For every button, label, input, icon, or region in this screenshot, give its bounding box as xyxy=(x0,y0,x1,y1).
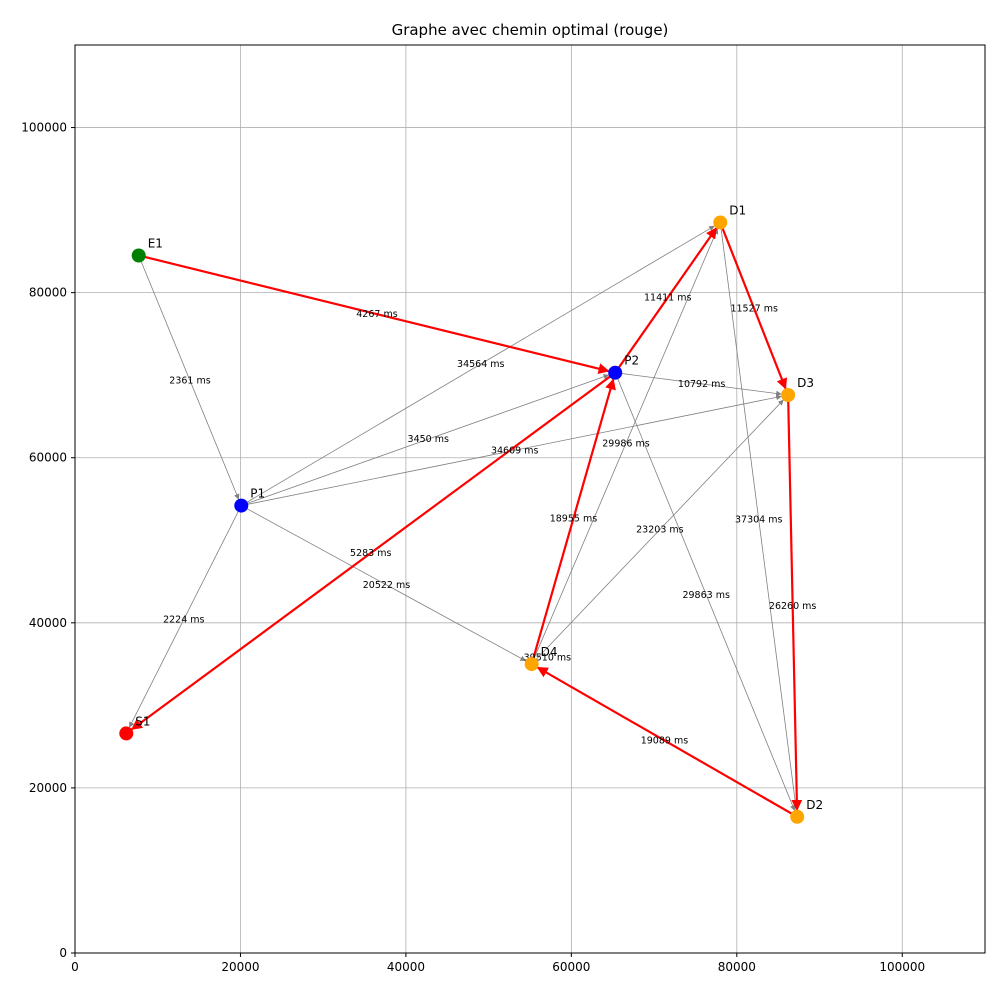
node-label-e1: E1 xyxy=(148,236,163,250)
grid xyxy=(74,45,985,954)
path-edge-label: 4267 ms xyxy=(356,309,397,320)
y-tick-label: 100000 xyxy=(21,121,67,135)
edge-label: 39510 ms xyxy=(524,652,571,663)
y-tick-label: 20000 xyxy=(29,781,67,795)
node-d1 xyxy=(713,215,728,230)
edge xyxy=(241,374,610,506)
y-tick-label: 60000 xyxy=(29,451,67,465)
path-edge xyxy=(614,227,718,374)
y-tick-label: 0 xyxy=(59,946,67,960)
edge-label: 29986 ms xyxy=(602,438,649,449)
node-s1 xyxy=(119,726,134,741)
edge xyxy=(615,372,782,397)
node-p2 xyxy=(608,365,623,380)
y-tick-label: 80000 xyxy=(29,286,67,300)
edge xyxy=(241,225,715,506)
optimal-path xyxy=(131,222,803,818)
x-tick-label: 40000 xyxy=(387,960,425,974)
x-tick-label: 100000 xyxy=(879,960,925,974)
chart-title: Graphe avec chemin optimal (rouge) xyxy=(392,21,669,39)
node-label-d3: D3 xyxy=(797,376,814,390)
axis-ticks: 0 20000 40000 60000 80000 100000 0 20000 40000 60… xyxy=(21,121,925,974)
edges xyxy=(129,222,799,811)
node-label-s1: S1 xyxy=(135,714,150,728)
edge-label: 2224 ms xyxy=(163,615,204,626)
edge xyxy=(531,399,784,665)
edge xyxy=(129,505,242,728)
edge-label: 20522 ms xyxy=(363,580,410,591)
path-edge-label: 26260 ms xyxy=(769,601,816,612)
node-label-p2: P2 xyxy=(624,354,639,368)
edge-label: 34609 ms xyxy=(491,445,538,456)
edge-label: 2361 ms xyxy=(169,376,210,387)
edge xyxy=(241,394,782,506)
path-edge xyxy=(536,666,798,818)
edge-labels: 2361 ms 2224 ms 34564 ms 3450 ms 34609 ms 205… xyxy=(163,293,816,747)
edge xyxy=(241,505,527,662)
edge xyxy=(138,255,240,500)
node-e1 xyxy=(131,248,146,263)
edge-label: 3450 ms xyxy=(408,434,449,445)
edge xyxy=(531,228,719,665)
nodes: E1 P1 P2 D1 D3 D4 D2 S1 xyxy=(119,203,823,824)
x-tick-label: 0 xyxy=(71,960,79,974)
edge-label: 23203 ms xyxy=(636,525,683,536)
edge-label: 37304 ms xyxy=(735,515,782,526)
node-label-d2: D2 xyxy=(806,798,823,812)
edge xyxy=(719,222,799,811)
x-tick-label: 60000 xyxy=(552,960,590,974)
x-tick-label: 80000 xyxy=(718,960,756,974)
path-edge xyxy=(787,394,803,811)
node-label-d4: D4 xyxy=(541,645,558,659)
node-d2 xyxy=(790,809,805,824)
path-edge-label: 5283 ms xyxy=(350,548,391,559)
edge xyxy=(614,372,796,811)
x-tick-label: 20000 xyxy=(221,960,259,974)
y-tick-label: 40000 xyxy=(29,616,67,630)
path-edge-label: 19089 ms xyxy=(641,735,688,746)
path-edge-label: 18955 ms xyxy=(550,513,597,524)
node-label-d1: D1 xyxy=(729,203,746,217)
node-p1 xyxy=(234,498,249,513)
edge-label: 29863 ms xyxy=(682,590,729,601)
path-edge-label: 11411 ms xyxy=(644,293,691,304)
path-edge xyxy=(719,222,788,390)
path-edge-label: 11527 ms xyxy=(730,304,777,315)
node-label-p1: P1 xyxy=(250,487,265,501)
path-edge xyxy=(131,371,616,731)
node-d4 xyxy=(524,657,539,672)
path-edge xyxy=(138,254,610,375)
edge-label: 10792 ms xyxy=(678,379,725,390)
edge-label: 34564 ms xyxy=(457,359,504,370)
path-edge xyxy=(530,378,616,665)
node-d3 xyxy=(781,387,796,402)
plot-frame xyxy=(74,44,986,954)
